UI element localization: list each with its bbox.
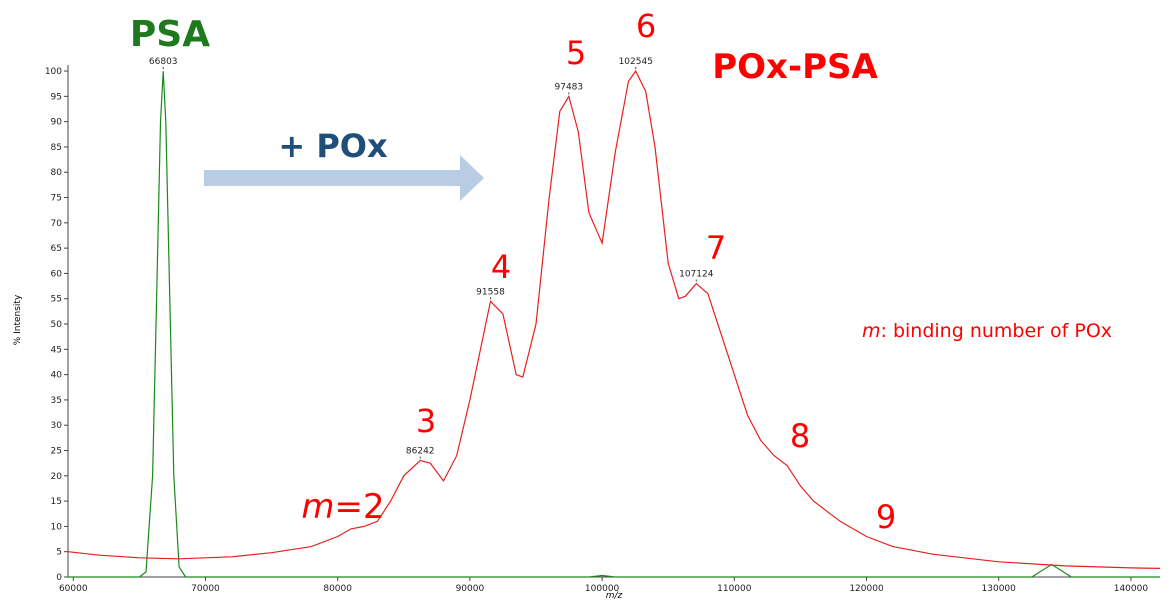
y-tick-label: 85 bbox=[51, 143, 62, 153]
x-tick-label: 140000 bbox=[1114, 584, 1149, 594]
series-line bbox=[67, 69, 1161, 569]
annotation: 6 bbox=[636, 7, 656, 45]
annotation-text: m bbox=[301, 487, 334, 527]
y-tick-label: 40 bbox=[51, 371, 63, 381]
y-tick-label: 15 bbox=[51, 497, 62, 507]
y-tick-label: 35 bbox=[51, 396, 62, 406]
x-tick-label: 110000 bbox=[717, 584, 752, 594]
y-tick-label: 50 bbox=[51, 320, 63, 330]
arrow bbox=[204, 155, 484, 201]
y-tick-label: 100 bbox=[45, 67, 62, 77]
y-tick-label: 80 bbox=[51, 168, 63, 178]
annotation-text: 5 bbox=[566, 34, 586, 72]
x-tick-label: 90000 bbox=[456, 584, 485, 594]
annotation-text: : binding number of POx bbox=[881, 320, 1113, 342]
annotation: POx-PSA bbox=[712, 47, 878, 87]
x-tick-label: 100000 bbox=[585, 584, 620, 594]
annotation: 4 bbox=[491, 248, 511, 286]
peak-label: 86242 bbox=[406, 447, 435, 457]
annotation: m: binding number of POx bbox=[862, 320, 1112, 342]
y-tick-label: 65 bbox=[51, 244, 62, 254]
y-tick-label: 20 bbox=[51, 472, 63, 482]
x-tick-label: 120000 bbox=[849, 584, 884, 594]
y-tick-label: 75 bbox=[51, 194, 62, 204]
x-tick-label: 60000 bbox=[59, 584, 88, 594]
annotation-text: 4 bbox=[491, 248, 511, 286]
y-tick-label: 0 bbox=[56, 573, 62, 583]
annotation: m=2 bbox=[301, 487, 384, 527]
annotation-text: PSA bbox=[130, 14, 210, 55]
peak-label: 102545 bbox=[619, 57, 653, 67]
annotation: 3 bbox=[416, 402, 436, 440]
annotation-text: POx-PSA bbox=[712, 47, 878, 87]
y-tick-label: 5 bbox=[56, 548, 62, 558]
y-axis-label: % Intensity bbox=[13, 294, 23, 345]
y-tick-label: 95 bbox=[51, 92, 62, 102]
x-tick-label: 70000 bbox=[191, 584, 220, 594]
peak-label: 107124 bbox=[679, 270, 714, 280]
y-tick-label: 10 bbox=[51, 522, 63, 532]
x-tick-label: 80000 bbox=[323, 584, 352, 594]
x-tick-label: 130000 bbox=[982, 584, 1017, 594]
annotation-text: m bbox=[862, 320, 881, 342]
annotation-text: 3 bbox=[416, 402, 436, 440]
annotation-text: =2 bbox=[335, 487, 385, 527]
annotation: 9 bbox=[876, 498, 896, 536]
annotation: 7 bbox=[706, 229, 726, 267]
peak-label: 97483 bbox=[555, 82, 584, 92]
annotation: PSA bbox=[130, 14, 210, 55]
y-tick-label: 45 bbox=[51, 345, 62, 355]
series-line bbox=[68, 71, 1160, 578]
y-tick-label: 90 bbox=[51, 118, 63, 128]
annotation-text: 6 bbox=[636, 7, 656, 45]
annotation-text: 9 bbox=[876, 498, 896, 536]
y-tick-label: 60 bbox=[51, 269, 63, 279]
peak-label: 66803 bbox=[149, 57, 178, 67]
annotation: 8 bbox=[790, 417, 810, 455]
x-axis-label: m/z bbox=[606, 591, 623, 601]
peak-label: 91558 bbox=[476, 287, 505, 297]
annotation-text: + POx bbox=[278, 127, 388, 165]
annotation: 5 bbox=[566, 34, 586, 72]
annotation: + POx bbox=[278, 127, 388, 165]
y-tick-label: 25 bbox=[51, 447, 62, 457]
y-tick-label: 30 bbox=[51, 421, 63, 431]
annotation-text: 8 bbox=[790, 417, 810, 455]
y-tick-label: 70 bbox=[51, 219, 63, 229]
y-tick-label: 55 bbox=[51, 295, 62, 305]
annotation-text: 7 bbox=[706, 229, 726, 267]
